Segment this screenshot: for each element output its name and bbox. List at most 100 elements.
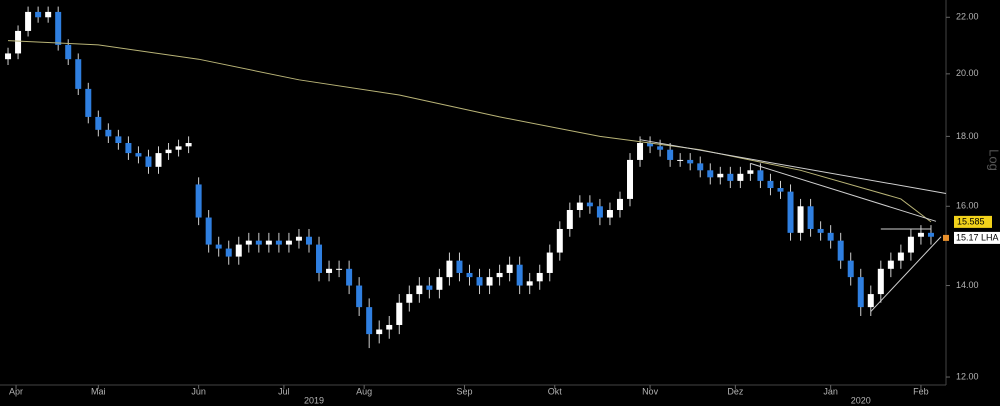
candle-body	[667, 149, 674, 160]
y-tick-label: 18.00	[956, 131, 979, 141]
candle-body	[707, 170, 714, 178]
candle-body	[546, 252, 553, 273]
candle-body	[496, 272, 503, 278]
last-label-box	[954, 231, 1000, 244]
candle-body	[356, 285, 363, 308]
candle-body	[305, 236, 312, 245]
candle-body	[757, 170, 764, 181]
candle-body	[827, 232, 834, 241]
year-label: 2019	[304, 395, 324, 405]
candle-body	[195, 184, 202, 218]
y-tick-label: 16.00	[956, 201, 979, 211]
candle-body	[205, 217, 212, 245]
candle-body	[637, 143, 644, 160]
x-tick-label: Aug	[356, 386, 372, 396]
x-tick-label: Nov	[642, 386, 659, 396]
candle-body	[175, 146, 182, 150]
candle-body	[436, 277, 443, 290]
candle-body	[486, 277, 493, 286]
x-tick-label: Sep	[456, 386, 472, 396]
candle-body	[456, 260, 463, 273]
candle-body	[65, 44, 72, 60]
y-tick-label: 12.00	[956, 371, 979, 381]
candle-body	[877, 268, 884, 295]
overlay-line	[870, 236, 942, 312]
candle-body	[336, 268, 343, 270]
candle-body	[125, 143, 132, 154]
candle-body	[837, 240, 844, 261]
candle-body	[747, 170, 754, 174]
candle-body	[235, 244, 242, 257]
candle-body	[185, 143, 192, 147]
candle-body	[606, 210, 613, 218]
candle-body	[75, 59, 82, 89]
candle-body	[556, 228, 563, 253]
candle-body	[95, 116, 102, 130]
candle-body	[616, 198, 623, 211]
candle-body	[265, 240, 272, 245]
y-tick-label: 20.00	[956, 68, 979, 78]
last-label: 15.17 LHA G	[956, 232, 1000, 242]
candle-body	[727, 173, 734, 181]
candle-body	[506, 264, 513, 273]
candle-body	[386, 324, 393, 330]
overlay-line	[8, 40, 932, 223]
y-tick-label: 22.00	[956, 12, 979, 22]
candle-body	[115, 136, 122, 144]
candle-body	[536, 272, 543, 282]
candle-body	[396, 302, 403, 325]
candle-body	[566, 210, 573, 229]
candle-body	[416, 285, 423, 295]
candle-body	[245, 240, 252, 245]
candle-body	[476, 277, 483, 286]
value-label: 15.585	[957, 216, 985, 226]
candle-body	[526, 281, 533, 286]
candle-body	[376, 329, 383, 335]
candle-body	[867, 294, 874, 308]
x-tick-label: Mai	[91, 386, 106, 396]
candle-body	[145, 156, 152, 167]
candle-body	[647, 143, 654, 147]
candle-body	[285, 240, 292, 245]
x-tick-label: Feb	[913, 386, 929, 396]
candle-body	[717, 173, 724, 178]
candle-body	[5, 53, 12, 60]
candle-body	[155, 153, 162, 167]
last-marker	[943, 234, 949, 241]
candle-body	[255, 240, 262, 245]
y-tick-label: 14.00	[956, 280, 979, 290]
candle-body	[917, 232, 924, 237]
candle-body	[777, 188, 784, 192]
candle-body	[927, 232, 934, 237]
candle-body	[887, 260, 894, 269]
candle-body	[35, 11, 42, 18]
candle-body	[516, 264, 523, 286]
candle-body	[737, 173, 744, 181]
year-label: 2020	[851, 395, 871, 405]
candle-body	[677, 159, 684, 161]
candle-body	[576, 202, 583, 211]
candle-body	[807, 206, 814, 229]
candle-body	[596, 206, 603, 218]
candle-body	[857, 277, 864, 308]
candle-body	[295, 236, 302, 241]
overlay-line	[750, 162, 937, 222]
candle-body	[446, 260, 453, 278]
candle-body	[627, 159, 634, 199]
candle-body	[346, 268, 353, 286]
x-tick-label: Apr	[9, 386, 23, 396]
candle-body	[15, 30, 22, 54]
candle-body	[847, 260, 854, 278]
candle-body	[767, 180, 774, 189]
candle-body	[165, 149, 172, 154]
x-tick-label: Jul	[278, 386, 290, 396]
value-label-box	[954, 215, 992, 228]
candle-body	[366, 307, 373, 335]
candle-body	[426, 285, 433, 290]
x-tick-label: Okt	[548, 386, 563, 396]
candle-body	[135, 153, 142, 157]
candle-body	[45, 11, 52, 18]
x-tick-label: Jun	[191, 386, 206, 396]
